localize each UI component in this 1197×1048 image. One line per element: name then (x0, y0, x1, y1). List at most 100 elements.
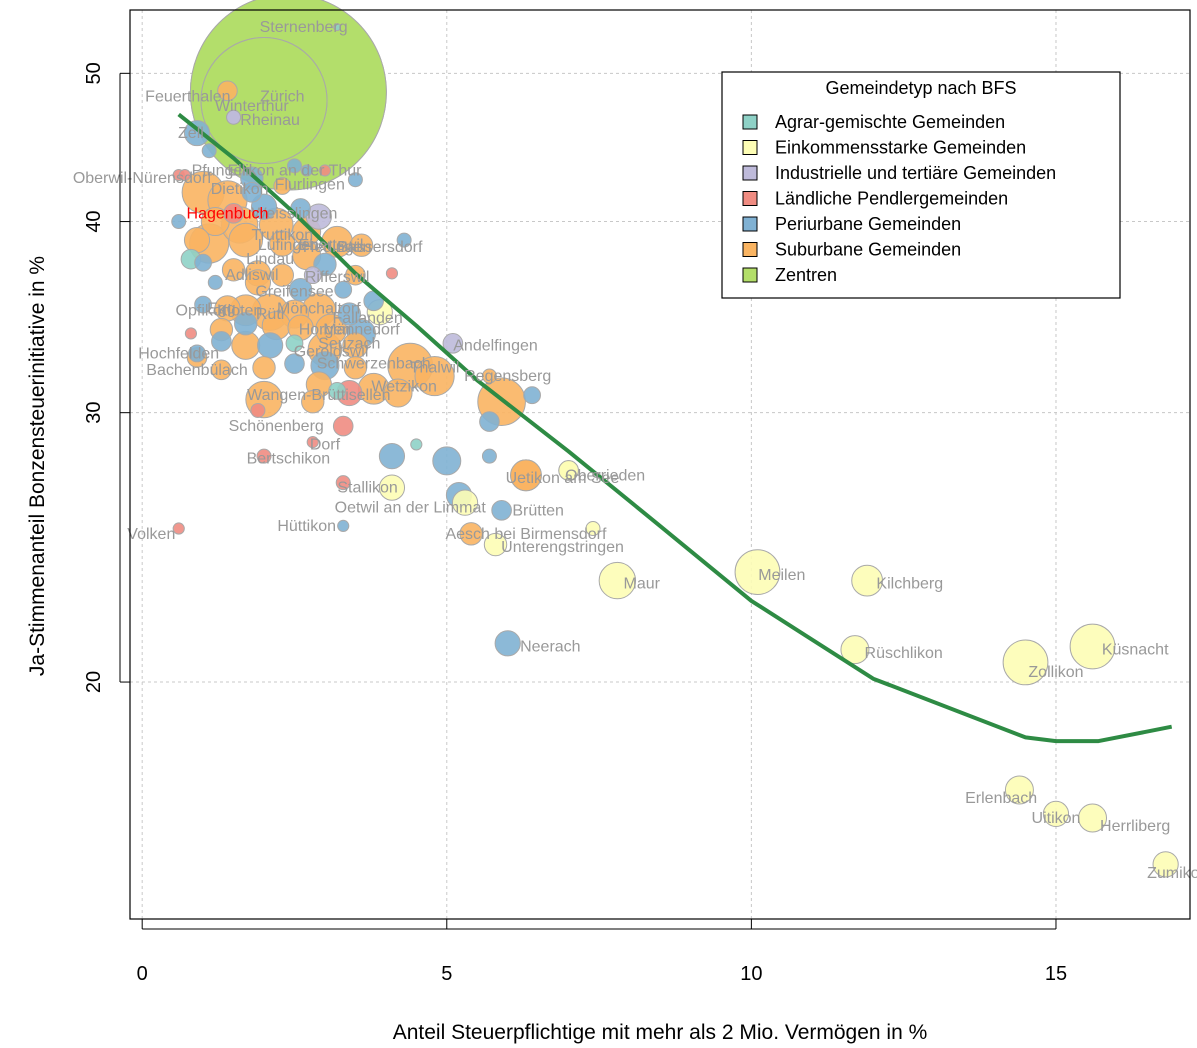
data-bubble (598, 561, 637, 600)
y-tick-label: 20 (83, 671, 105, 693)
data-bubble (383, 378, 413, 408)
bubble-layer (171, 0, 1179, 878)
point-label: Hedingen (303, 239, 372, 256)
legend-swatch (742, 216, 758, 232)
data-bubble (318, 164, 332, 177)
data-bubble (494, 630, 521, 657)
legend-label: Industrielle und tertiäre Gemeinden (775, 163, 1056, 183)
data-bubble (194, 253, 213, 272)
x-tick-label: 15 (1045, 963, 1067, 985)
data-bubble (410, 438, 423, 451)
data-bubble (1042, 800, 1070, 827)
data-bubble (221, 258, 246, 282)
point-label: Stallikon (337, 480, 397, 497)
point-label: Lufingen (258, 237, 319, 254)
data-bubble (183, 226, 211, 254)
point-label: Kilchberg (876, 575, 943, 592)
point-label: Fällanden (332, 310, 402, 327)
point-label: Adliswil (225, 267, 278, 284)
point-label: Greifensee (255, 284, 333, 301)
point-label: Rüschlikon (865, 645, 943, 662)
point-label: Oetwil an der Limmat (335, 500, 487, 517)
data-bubble (226, 109, 242, 125)
point-label: Zell (178, 125, 204, 142)
legend-title: Gemeindetyp nach BFS (825, 78, 1016, 98)
data-bubble (343, 356, 368, 380)
point-label: Uitikon (1032, 810, 1081, 827)
point-label: Meilen (758, 567, 805, 584)
data-bubble (523, 386, 541, 405)
data-bubble (337, 519, 350, 532)
point-label: Bachenbülach (146, 362, 247, 379)
data-bubble (188, 344, 206, 363)
data-bubble (510, 459, 542, 492)
data-bubble (328, 381, 347, 400)
data-bubble (1078, 803, 1108, 833)
data-bubble (217, 80, 238, 102)
data-bubble (270, 263, 294, 287)
point-label: Schwerzenbach (317, 356, 431, 373)
point-label: Weisslingen (251, 205, 337, 222)
point-label: Kloten (217, 302, 262, 319)
data-bubble (459, 522, 483, 546)
data-bubble (442, 333, 464, 354)
point-label: Ellikon an der Thur (227, 162, 362, 179)
point-label: Horgen (299, 322, 351, 339)
point-label: Uetikon am See (506, 470, 620, 487)
point-label: Hochfelden (138, 345, 219, 362)
legend-swatch (742, 242, 758, 257)
point-label: Herrliberg (1100, 818, 1170, 835)
data-bubble (306, 436, 319, 449)
data-bubble (172, 522, 185, 535)
data-bubble (244, 269, 272, 296)
point-label: Dietikon (211, 181, 269, 198)
point-label: Oberrieden (565, 467, 645, 484)
data-bubble (288, 278, 313, 302)
data-bubble (333, 23, 342, 32)
point-label: Hagenbuch (187, 205, 269, 222)
data-bubble (201, 143, 217, 159)
point-label: Hüttikon (277, 518, 336, 535)
legend-swatch (742, 191, 758, 206)
legend-swatch (742, 267, 758, 283)
legend-box (721, 71, 1121, 299)
data-bubble (378, 443, 406, 470)
data-bubble (734, 549, 781, 595)
data-bubble (1069, 623, 1116, 670)
point-label: Neerach (520, 638, 580, 655)
legend-label: Periurbane Gemeinden (775, 214, 961, 234)
data-bubble (451, 489, 479, 516)
point-label: Wetzikon (371, 379, 437, 396)
data-bubble (256, 448, 272, 464)
data-bubble (432, 446, 462, 476)
data-bubble (211, 331, 232, 352)
data-bubble (178, 168, 191, 182)
point-label: Rheinau (240, 112, 300, 129)
point-labels: ZellPfungenDietikonWeisslingenTruttikonE… (73, 19, 1197, 882)
legend-swatch (742, 165, 758, 181)
point-label: Zumikon (1147, 865, 1197, 882)
plot-frame (129, 9, 1191, 920)
data-bubble (223, 203, 244, 224)
data-bubble (479, 411, 500, 432)
data-bubble (851, 564, 884, 597)
data-bubble (231, 330, 261, 360)
data-bubble (234, 311, 258, 336)
legend-label: Agrar-gemischte Gemeinden (775, 112, 1005, 132)
point-label: Opfikon (176, 302, 231, 319)
data-bubble (194, 295, 213, 314)
point-label: Egg (207, 300, 235, 317)
point-label: Oberwil-Nürensdorf (73, 170, 212, 187)
data-bubble (334, 280, 353, 299)
y-tick-label: 50 (83, 62, 105, 84)
data-bubble (171, 214, 187, 230)
legend-label: Suburbane Gemeinden (775, 240, 961, 260)
point-label: Rifferswil (305, 269, 370, 286)
data-bubble (1152, 851, 1179, 878)
data-bubble (347, 172, 363, 188)
point-label: Ebertswil (299, 237, 364, 254)
point-label: Bassersdorf (337, 239, 423, 256)
x-tick-label: 0 (137, 963, 148, 985)
x-tick-label: 10 (740, 963, 762, 985)
